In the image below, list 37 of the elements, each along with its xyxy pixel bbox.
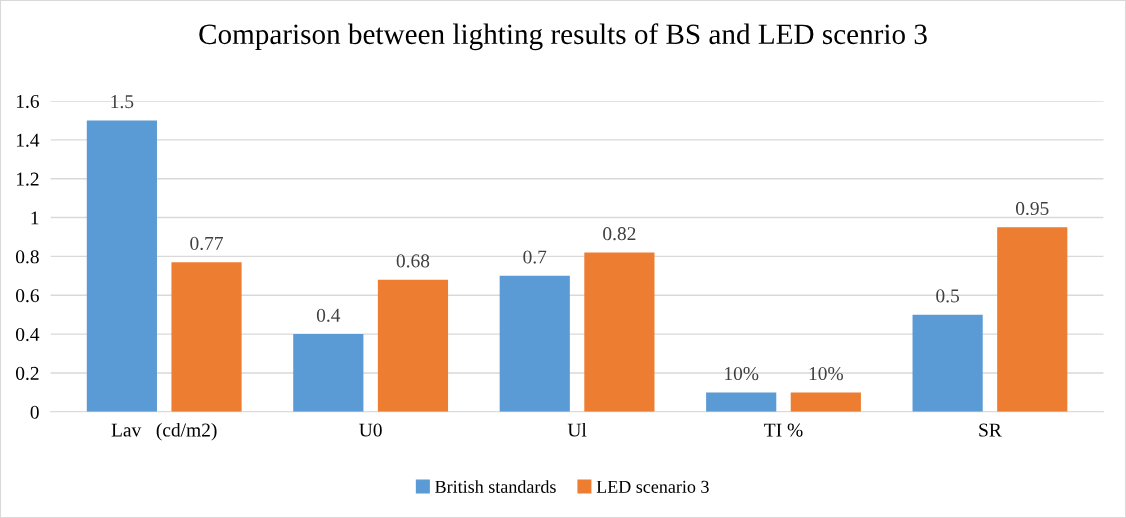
data-label: 0.68 xyxy=(396,254,430,268)
bar xyxy=(499,275,570,412)
bar xyxy=(997,227,1068,412)
data-label: 0.77 xyxy=(190,236,223,251)
bar xyxy=(706,392,777,412)
legend-label: British standards xyxy=(435,480,556,493)
y-tick-label: 0.6 xyxy=(15,289,39,303)
data-label: 0.95 xyxy=(1015,201,1049,216)
y-tick-label: 0.4 xyxy=(15,327,40,342)
y-tick-label: 1.6 xyxy=(16,94,39,109)
bar xyxy=(790,392,861,412)
x-tick-label: TI % xyxy=(764,423,803,437)
legend-label: LED scenario 3 xyxy=(596,480,709,493)
x-tick-label: Ul xyxy=(567,422,587,437)
data-label: 10% xyxy=(725,366,759,381)
y-tick-label: 1.4 xyxy=(16,133,40,147)
x-tick-label: U0 xyxy=(359,423,382,437)
bar xyxy=(584,252,655,412)
data-label: 0.5 xyxy=(936,289,960,303)
chart-title: Comparison between lighting results of BS and LED scenrio 3 xyxy=(199,23,927,51)
data-label: 1.5 xyxy=(111,95,134,109)
bar xyxy=(293,334,364,412)
data-label: 0.4 xyxy=(316,308,341,322)
bar xyxy=(912,314,983,412)
data-label: 0.7 xyxy=(523,250,547,264)
bar xyxy=(86,120,157,412)
y-tick-label: 0 xyxy=(30,405,39,419)
bar xyxy=(377,279,449,412)
x-tick-label: Lav (cd/m2) xyxy=(111,422,217,441)
data-label: 0.82 xyxy=(603,227,636,241)
data-label: 10% xyxy=(809,366,843,381)
x-tick-label: SR xyxy=(979,423,1002,437)
y-tick-label: 0.2 xyxy=(15,366,39,380)
y-tick-label: 0.8 xyxy=(15,250,39,264)
y-tick-label: 1 xyxy=(31,211,39,225)
bar xyxy=(171,262,242,412)
y-tick-label: 1.2 xyxy=(16,172,39,186)
